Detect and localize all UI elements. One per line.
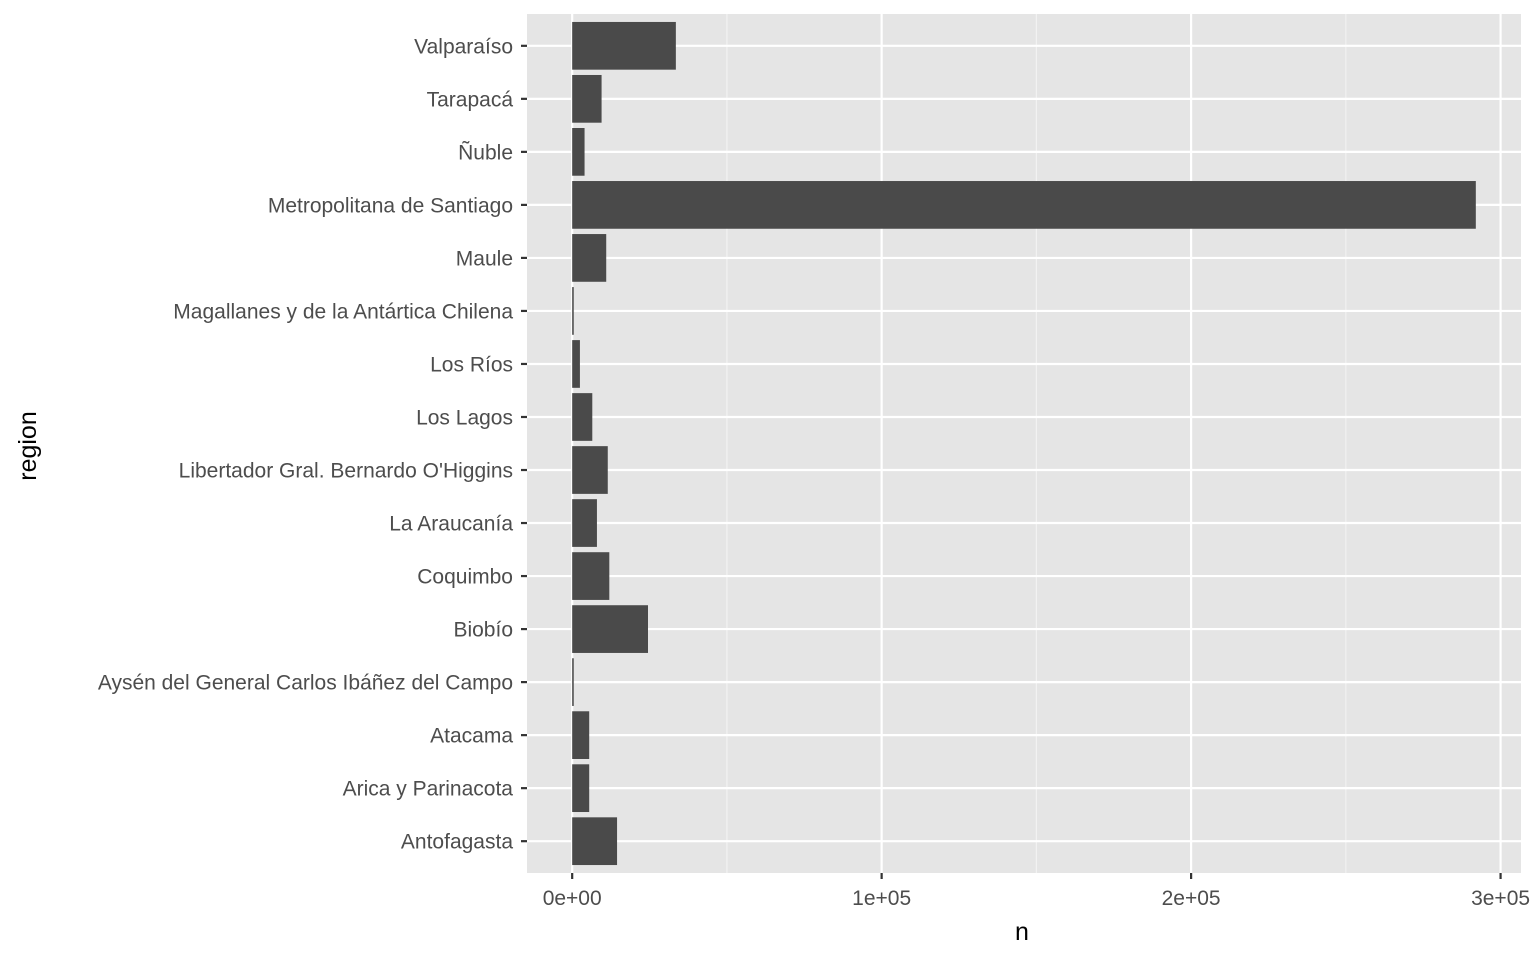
bar bbox=[572, 817, 618, 866]
y-tick-label: Biobío bbox=[453, 619, 513, 642]
bar bbox=[572, 181, 1476, 229]
bar bbox=[572, 499, 597, 547]
y-tick-label: Ñuble bbox=[458, 140, 513, 164]
y-tick-label: Los Lagos bbox=[416, 406, 513, 429]
bars bbox=[572, 21, 1476, 866]
y-tick-label: Antofagasta bbox=[401, 831, 513, 854]
y-tick-label: Metropolitana de Santiago bbox=[268, 194, 513, 217]
x-axis-title: n bbox=[1015, 918, 1029, 946]
y-axis-title: region bbox=[14, 411, 42, 481]
x-tick-label: 0e+00 bbox=[543, 887, 602, 910]
bar bbox=[572, 287, 574, 335]
bar bbox=[572, 128, 585, 176]
bar bbox=[572, 234, 607, 282]
y-tick-label: Valparaíso bbox=[414, 35, 513, 58]
bar bbox=[572, 658, 574, 706]
x-tick-label: 1e+05 bbox=[852, 887, 911, 910]
plot-panel bbox=[527, 14, 1521, 873]
y-tick-label: Magallanes y de la Antártica Chilena bbox=[173, 300, 513, 323]
y-tick-label: Coquimbo bbox=[417, 566, 513, 589]
bar bbox=[572, 393, 593, 441]
y-tick-label: Tarapacá bbox=[427, 88, 514, 111]
bar bbox=[572, 711, 590, 759]
grid-lines bbox=[527, 14, 1521, 873]
x-tick-label: 2e+05 bbox=[1162, 887, 1221, 910]
bar bbox=[572, 446, 608, 494]
y-tick-label: Arica y Parinacota bbox=[343, 778, 514, 801]
y-tick-label: Maule bbox=[456, 247, 513, 270]
y-tick-label: Atacama bbox=[430, 725, 513, 748]
bar bbox=[572, 340, 580, 388]
y-tick-label: Libertador Gral. Bernardo O'Higgins bbox=[179, 460, 513, 483]
y-tick-label: La Araucanía bbox=[389, 513, 513, 536]
y-axis: Antofagasta Arica y Parinacota Atacama Aysé… bbox=[98, 35, 527, 854]
y-tick-label: Los Ríos bbox=[430, 353, 513, 376]
bar bbox=[572, 21, 676, 70]
bar bbox=[572, 764, 590, 813]
bar bbox=[572, 74, 602, 123]
bar bbox=[572, 605, 649, 653]
bar bbox=[572, 552, 610, 600]
y-tick-label: Aysén del General Carlos Ibáñez del Camp… bbox=[98, 672, 513, 695]
x-tick-label: 3e+05 bbox=[1471, 887, 1530, 910]
x-axis: 0e+00 1e+05 2e+05 3e+05 bbox=[543, 873, 1530, 910]
